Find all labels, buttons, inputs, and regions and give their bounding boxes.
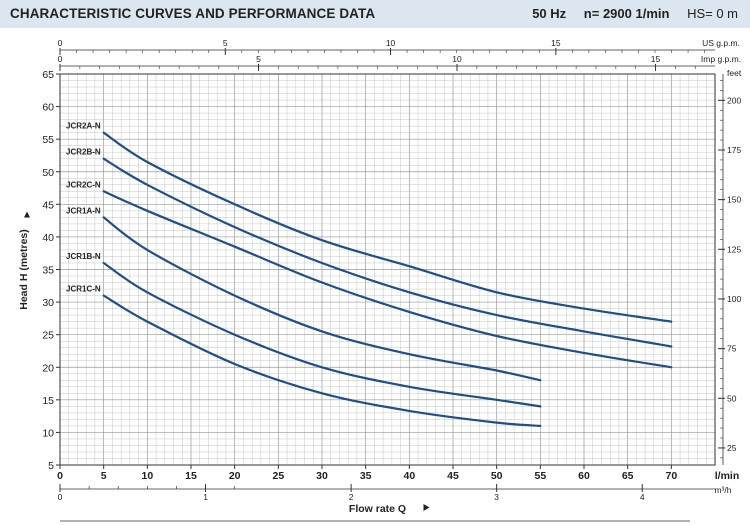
x-axis-label: Flow rate Q xyxy=(349,503,406,515)
curve-jcr2b-n xyxy=(102,157,673,348)
feet-unit-label: feet xyxy=(727,68,742,78)
y-tick-label: 65 xyxy=(42,69,54,81)
us-gpm-unit-label: US g.p.m. xyxy=(702,38,740,48)
feet-tick-label: 200 xyxy=(727,95,741,105)
curve-jcr2c-n xyxy=(102,190,673,369)
x-tick-label: 65 xyxy=(622,470,634,482)
y-axis-arrow-icon xyxy=(24,211,30,218)
y-tick-label: 60 xyxy=(42,102,54,114)
x-tick-label: 0 xyxy=(57,470,63,482)
m3h-tick-label: 2 xyxy=(349,492,354,502)
m3h-tick-label: 3 xyxy=(494,492,499,502)
y-tick-label: 50 xyxy=(42,167,54,179)
x-tick-label: 70 xyxy=(665,470,677,482)
frequency-label: 50 Hz xyxy=(532,6,567,21)
chart-grid xyxy=(59,73,716,466)
y-tick-label: 10 xyxy=(42,427,54,439)
chart-header: CHARACTERISTIC CURVES AND PERFORMANCE DA… xyxy=(0,0,750,28)
x-tick-label: 35 xyxy=(360,470,372,482)
speed-label: n= 2900 1/min xyxy=(583,6,670,21)
y-tick-label: 5 xyxy=(48,460,54,472)
x-tick-label: 10 xyxy=(141,470,153,482)
us-gpm-tick-label: 10 xyxy=(386,38,396,48)
imp-gpm-tick-label: 0 xyxy=(58,54,63,64)
x-tick-label: 25 xyxy=(272,470,284,482)
y-tick-label: 20 xyxy=(42,362,54,374)
operating-conditions: 50 Hz n= 2900 1/min HS= 0 m xyxy=(518,6,738,21)
imp-gpm-tick-label: 5 xyxy=(256,54,261,64)
curve-jcr1b-n xyxy=(102,261,542,408)
m3h-tick-label: 4 xyxy=(640,492,645,502)
y-tick-label: 25 xyxy=(42,330,54,342)
x-tick-label: 55 xyxy=(534,470,546,482)
chart-axes: 0 5 10 15 20 25 30 35 40 45 50 55 60 65 70 l/min5101520… xyxy=(42,38,742,502)
m3h-unit-label: m³/h xyxy=(715,485,732,495)
m3h-tick-label: 0 xyxy=(58,492,63,502)
curve-label: JCR1B-N xyxy=(66,252,101,261)
imp-gpm-tick-label: 15 xyxy=(651,54,661,64)
y-tick-label: 35 xyxy=(42,265,54,277)
feet-tick-label: 50 xyxy=(727,393,737,403)
y-tick-label: 55 xyxy=(42,134,54,146)
x-tick-label: 15 xyxy=(185,470,197,482)
us-gpm-tick-label: 0 xyxy=(58,38,63,48)
y-tick-label: 30 xyxy=(42,297,54,309)
x-tick-label: 40 xyxy=(403,470,415,482)
curve-jcr2a-n xyxy=(102,131,673,323)
curve-label: JCR2A-N xyxy=(66,122,101,131)
pump-curves: JCR2A-N JCR2B-N JCR2C-N JCR1A-N JCR1B-N JCR1C… xyxy=(66,122,673,427)
y-tick-label: 40 xyxy=(42,232,54,244)
m3h-tick-label: 1 xyxy=(203,492,208,502)
feet-tick-label: 75 xyxy=(727,344,737,354)
curve-label: JCR1A-N xyxy=(66,206,101,215)
x-tick-label: 20 xyxy=(229,470,241,482)
us-gpm-tick-label: 15 xyxy=(551,38,561,48)
y-axis-label: Head H (metres) xyxy=(18,229,30,310)
y-tick-label: 45 xyxy=(42,199,54,211)
curve-jcr1a-n xyxy=(102,216,542,382)
x-tick-label: 5 xyxy=(101,470,107,482)
curve-label: JCR1C-N xyxy=(66,285,101,294)
x-tick-label: 60 xyxy=(578,470,590,482)
imp-gpm-tick-label: 10 xyxy=(452,54,462,64)
x-unit-label: l/min xyxy=(715,470,740,482)
feet-tick-label: 175 xyxy=(727,145,741,155)
curve-label: JCR2C-N xyxy=(66,180,101,189)
feet-tick-label: 100 xyxy=(727,294,741,304)
us-gpm-tick-label: 5 xyxy=(223,38,228,48)
suction-head-label: HS= 0 m xyxy=(687,6,738,21)
x-axis-arrow-icon xyxy=(423,504,430,511)
feet-tick-label: 25 xyxy=(727,443,737,453)
x-tick-label: 50 xyxy=(491,470,503,482)
imp-gpm-unit-label: Imp g.p.m. xyxy=(701,54,741,64)
chart-title: CHARACTERISTIC CURVES AND PERFORMANCE DA… xyxy=(10,6,376,21)
feet-tick-label: 125 xyxy=(727,244,741,254)
y-tick-label: 15 xyxy=(42,395,54,407)
feet-tick-label: 150 xyxy=(727,195,741,205)
x-tick-label: 30 xyxy=(316,470,328,482)
curve-label: JCR2B-N xyxy=(66,148,101,157)
x-tick-label: 45 xyxy=(447,470,459,482)
curve-jcr1c-n xyxy=(102,294,542,427)
